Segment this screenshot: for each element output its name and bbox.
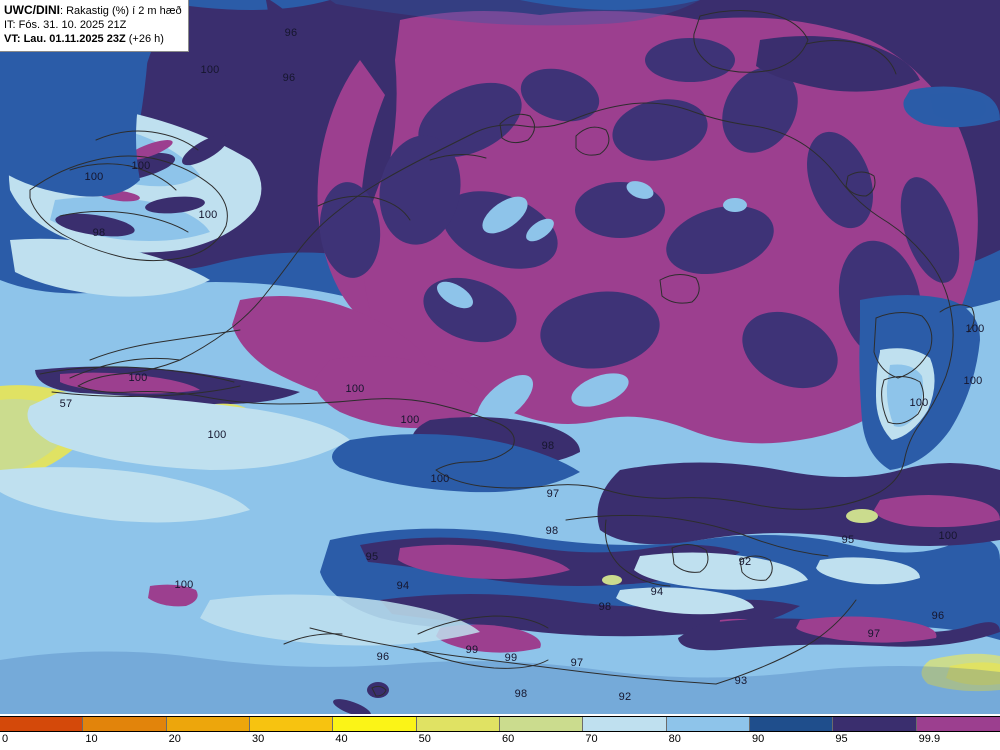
colorbar-swatch bbox=[666, 717, 750, 731]
info-init-row: IT: Fós. 31. 10. 2025 21Z bbox=[4, 18, 182, 32]
colorbar-tick: 90 bbox=[752, 733, 765, 745]
init-time-value: Fós. 31. 10. 2025 21Z bbox=[18, 19, 127, 32]
colorbar-swatch bbox=[166, 717, 250, 731]
colorbar-tick: 0 bbox=[2, 733, 9, 745]
colorbar-tick: 95 bbox=[835, 733, 848, 745]
colorbar-area: 0 10 20 30 40 50 60 70 80 90 95 99.9 bbox=[0, 714, 1000, 750]
colorbar-tick-labels: 0 10 20 30 40 50 60 70 80 90 95 99.9 bbox=[0, 733, 1000, 749]
colorbar-swatch bbox=[416, 717, 500, 731]
model-name: UWC/DINI bbox=[4, 3, 60, 17]
colorbar-tick: 70 bbox=[585, 733, 598, 745]
map-info-box: UWC/DINI: Rakastig (%) í 2 m hæð IT: Fós… bbox=[0, 0, 189, 52]
init-time-label: IT: bbox=[4, 19, 19, 32]
colorbar-swatch bbox=[249, 717, 334, 731]
colorbar-swatch bbox=[583, 717, 667, 731]
map-raster bbox=[0, 0, 1000, 714]
colorbar-swatch bbox=[0, 717, 84, 731]
colorbar-tick: 40 bbox=[335, 733, 348, 745]
colorbar-swatch bbox=[83, 717, 167, 731]
colorbar-swatch bbox=[499, 717, 584, 731]
colorbar-tick: 50 bbox=[418, 733, 431, 745]
valid-time-value: Lau. 01.11.2025 23Z bbox=[23, 33, 126, 46]
colorbar-swatch bbox=[833, 717, 917, 731]
lead-time-value: (+26 h) bbox=[125, 33, 164, 46]
colorbar-swatch bbox=[333, 717, 417, 731]
info-field-row: UWC/DINI: Rakastig (%) í 2 m hæð bbox=[4, 3, 182, 18]
colorbar-tick: 30 bbox=[252, 733, 265, 745]
colorbar-swatch bbox=[916, 717, 1000, 731]
colorbar-tick: 60 bbox=[502, 733, 515, 745]
humidity-map[interactable]: 96 96 100 100 100 100 98 100 57 100 100 100 100 98 97 9… bbox=[0, 0, 1000, 714]
colorbar-tick: 10 bbox=[85, 733, 98, 745]
colorbar[interactable] bbox=[0, 716, 1000, 732]
colorbar-tick: 99.9 bbox=[918, 733, 941, 745]
field-name: : Rakastig (%) í 2 m hæð bbox=[60, 5, 182, 17]
info-valid-row: VT: Lau. 01.11.2025 23Z (+26 h) bbox=[4, 32, 182, 46]
colorbar-swatch bbox=[749, 717, 834, 731]
valid-time-label: VT: bbox=[4, 33, 24, 46]
colorbar-tick: 20 bbox=[168, 733, 181, 745]
colorbar-tick: 80 bbox=[668, 733, 681, 745]
